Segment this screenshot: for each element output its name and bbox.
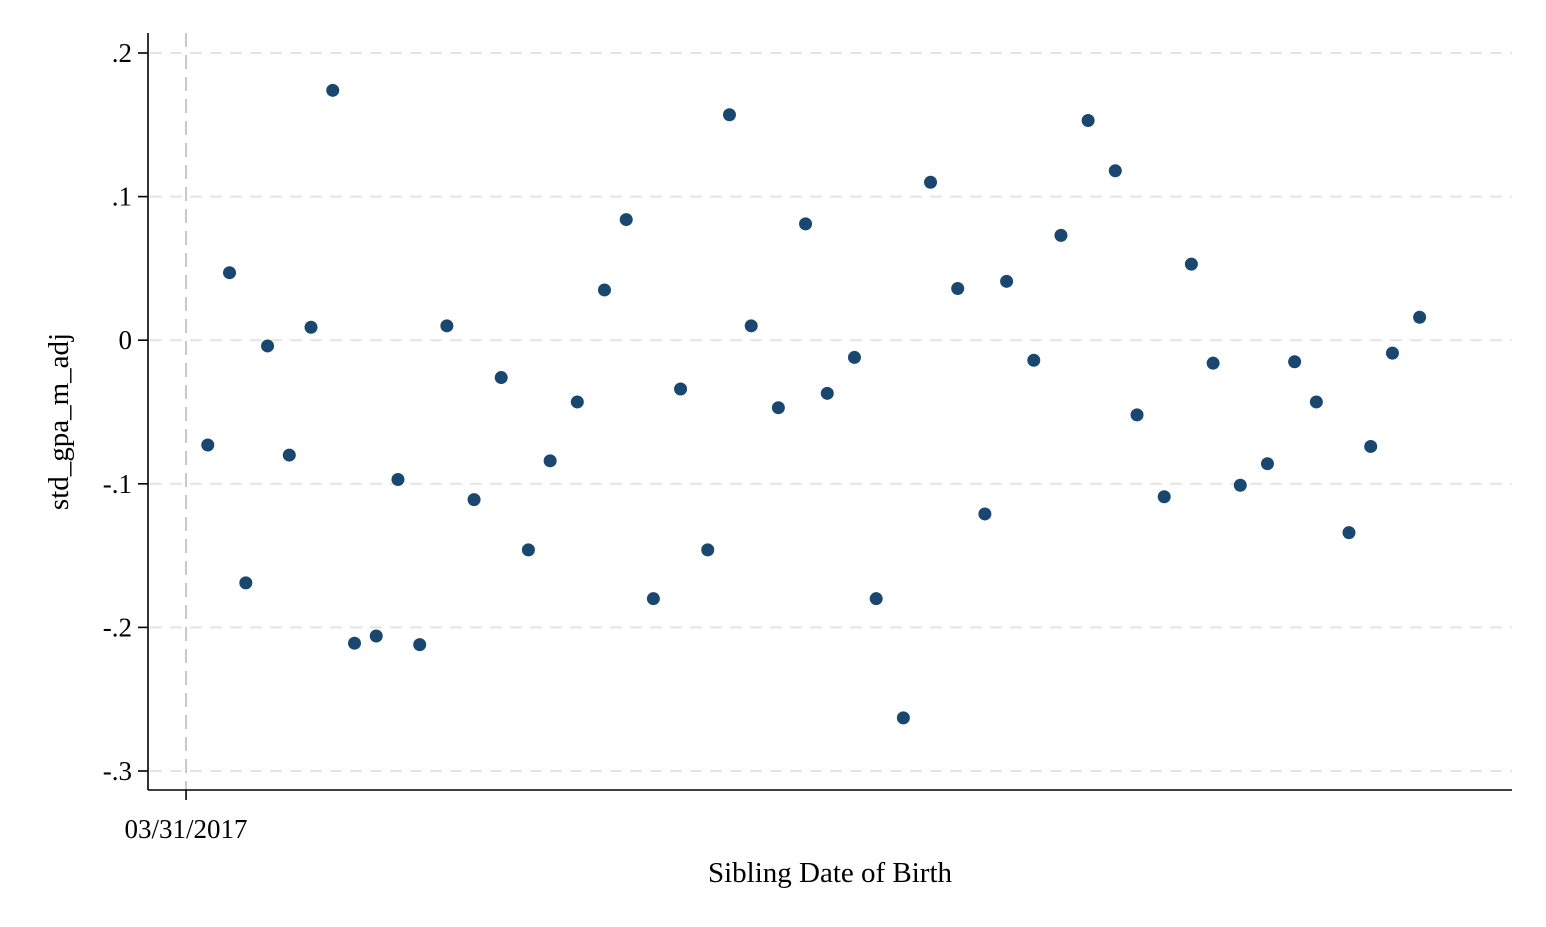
data-point	[1184, 257, 1198, 271]
data-point	[1385, 346, 1399, 360]
data-point	[1130, 408, 1144, 422]
data-points	[201, 83, 1427, 725]
x-axis-title: Sibling Date of Birth	[708, 857, 953, 889]
data-point	[1288, 355, 1302, 369]
x-tick-label: 03/31/2017	[125, 814, 248, 844]
y-tick-label: -.2	[103, 612, 132, 642]
y-tick-label: -.3	[103, 756, 132, 786]
data-point	[570, 395, 584, 409]
data-point	[646, 592, 660, 606]
data-point	[1260, 457, 1274, 471]
data-point	[1000, 274, 1014, 288]
data-point	[326, 83, 340, 97]
data-point	[1233, 478, 1247, 492]
data-point	[722, 108, 736, 122]
data-point	[1342, 526, 1356, 540]
y-tick-label: -.1	[103, 469, 132, 499]
data-point	[494, 371, 508, 385]
data-point	[440, 319, 454, 333]
data-point	[201, 438, 215, 452]
grid-lines	[150, 52, 1512, 772]
axes	[147, 33, 1512, 791]
data-point	[1108, 164, 1122, 178]
y-tick-label: .1	[112, 182, 132, 212]
y-axis-title: std_gpa_m_adj	[43, 333, 75, 510]
data-point	[951, 282, 965, 296]
data-point	[543, 454, 557, 468]
data-point	[597, 283, 611, 297]
data-point	[348, 636, 362, 650]
data-point	[282, 448, 296, 462]
data-point	[261, 339, 275, 353]
data-point	[771, 401, 785, 415]
data-point	[1206, 356, 1220, 370]
data-point	[820, 386, 834, 400]
data-point	[391, 472, 405, 486]
data-point	[1054, 228, 1068, 242]
data-point	[869, 592, 883, 606]
data-point	[701, 543, 715, 557]
y-axis-ticks: .2 .1 0 -.1 -.2 -.3	[103, 38, 148, 786]
y-tick-label: .2	[112, 38, 132, 68]
data-point	[239, 576, 253, 590]
data-point	[847, 350, 861, 364]
data-point	[1157, 490, 1171, 504]
data-point	[1413, 310, 1427, 324]
data-point	[924, 175, 938, 189]
data-point	[674, 382, 688, 396]
data-point	[304, 320, 318, 334]
data-point	[521, 543, 535, 557]
data-point	[978, 507, 992, 521]
data-point	[1027, 353, 1041, 367]
data-point	[467, 493, 481, 507]
data-point	[896, 711, 910, 725]
data-point	[369, 629, 383, 643]
x-axis-ticks: 03/31/2017	[125, 790, 248, 844]
data-point	[744, 319, 758, 333]
data-point	[1081, 113, 1095, 127]
data-point	[619, 213, 633, 227]
data-point	[223, 266, 237, 280]
data-point	[1309, 395, 1323, 409]
data-point	[1364, 439, 1378, 453]
y-tick-label: 0	[119, 325, 133, 355]
data-point	[413, 638, 427, 652]
data-point	[799, 217, 813, 231]
